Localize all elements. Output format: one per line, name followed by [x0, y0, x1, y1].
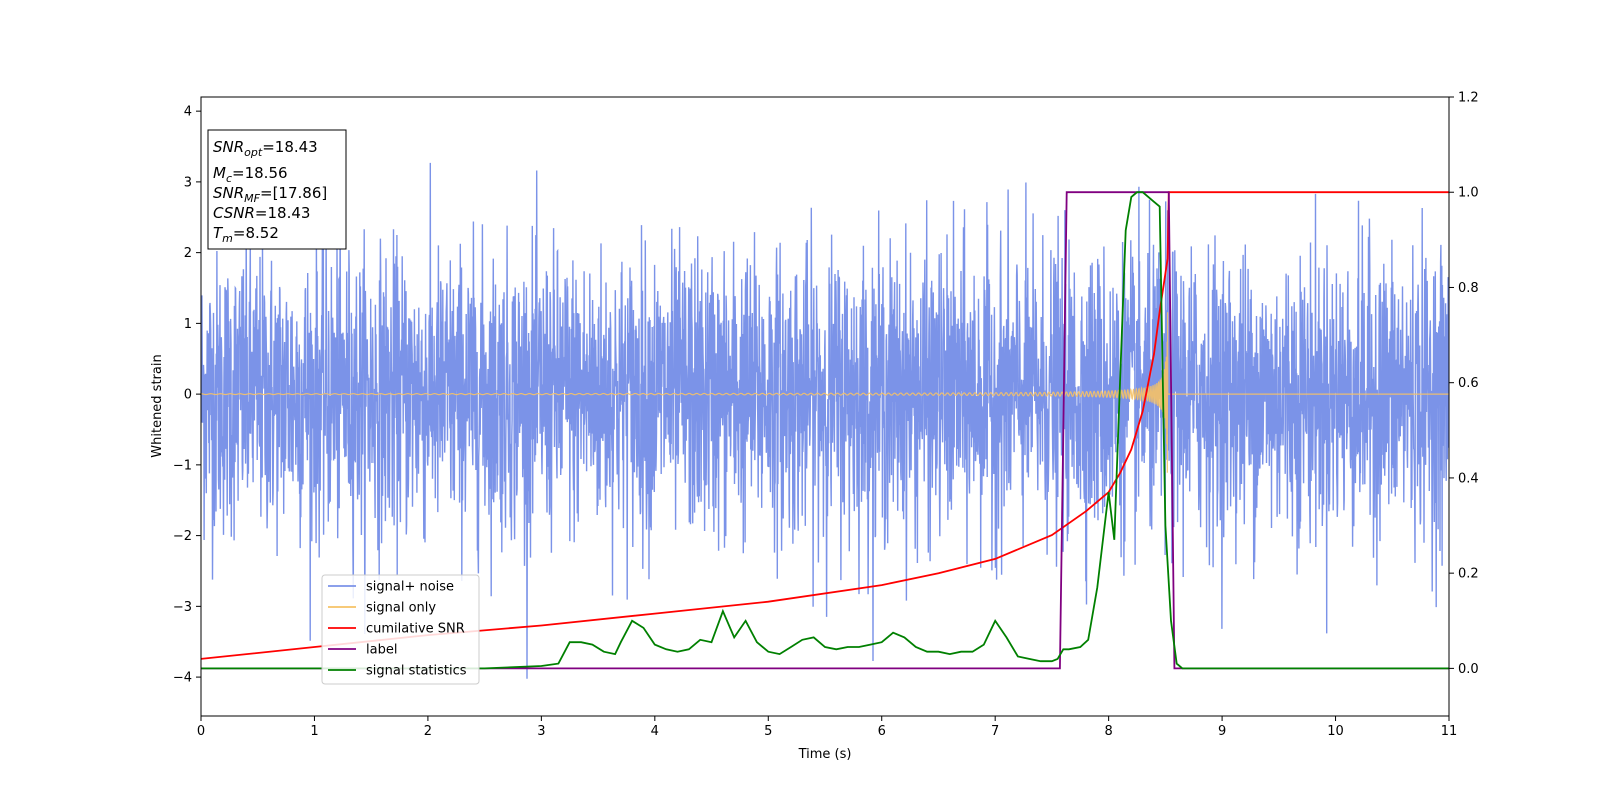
y-tick-label: 0 — [184, 388, 192, 403]
x-tick-label: 1 — [310, 724, 318, 739]
x-axis-label: Time (s) — [798, 747, 852, 762]
y-tick-label: 2 — [184, 246, 192, 261]
y2-tick-label: 1.0 — [1458, 186, 1479, 201]
annotation-csnr: CSNR=18.43 — [213, 204, 310, 222]
y-tick-label: −2 — [173, 529, 192, 544]
x-tick-label: 11 — [1441, 724, 1458, 739]
legend-item-signal-only: signal only — [366, 601, 436, 616]
legend-item-label: label — [366, 643, 397, 658]
y2-tick-label: 0.2 — [1458, 567, 1479, 582]
y2-tick-label: 0.8 — [1458, 281, 1479, 296]
y-tick-label: −1 — [173, 458, 192, 473]
legend-item-signal-statistics: signal statistics — [366, 664, 467, 679]
plot-frame — [200, 96, 1450, 717]
x-tick-label: 2 — [424, 724, 432, 739]
annotation-box: SNRopt=18.43 Mc=18.56 SNRMF=[17.86] CSNR… — [207, 129, 347, 250]
x-tick-label: 8 — [1104, 724, 1112, 739]
y-tick-label: 3 — [184, 175, 192, 190]
series-signal-noise — [201, 162, 1449, 679]
y-tick-label: 4 — [184, 105, 192, 120]
annotation-snr-mf: SNRMF=[17.86] — [213, 184, 327, 205]
series-cumulative-snr — [201, 191, 1449, 660]
x-tick-label: 5 — [764, 724, 772, 739]
y2-tick-label: 0.6 — [1458, 376, 1479, 391]
x-tick-label: 3 — [537, 724, 545, 739]
annotation-snr-opt: SNRopt=18.43 — [213, 138, 318, 159]
y2-tick-label: 0.4 — [1458, 471, 1479, 486]
x-tick-label: 10 — [1327, 724, 1344, 739]
legend-item-cumulative-snr: cumilative SNR — [366, 622, 465, 637]
y2-tick-label: 1.2 — [1458, 91, 1479, 106]
y-tick-label: −4 — [173, 671, 192, 686]
y2-tick-label: 0.0 — [1458, 662, 1479, 677]
x-tick-label: 7 — [991, 724, 999, 739]
annotation-tm: Tm=8.52 — [213, 224, 279, 245]
series-signal-only — [201, 312, 1449, 473]
legend-item-signal-noise: signal+ noise — [366, 580, 454, 595]
y-axis-label: Whitened strain — [150, 354, 165, 457]
legend: signal+ noise signal only cumilative SNR la… — [321, 574, 480, 685]
x-tick-label: 9 — [1218, 724, 1226, 739]
x-tick-label: 4 — [651, 724, 659, 739]
annotation-mc: Mc=18.56 — [213, 164, 288, 185]
y-tick-label: 1 — [184, 317, 192, 332]
y-tick-label: −3 — [173, 600, 192, 615]
x-tick-label: 0 — [197, 724, 205, 739]
x-tick-label: 6 — [878, 724, 886, 739]
legend-frame — [321, 574, 480, 685]
series-signal-statistics — [201, 191, 1449, 670]
